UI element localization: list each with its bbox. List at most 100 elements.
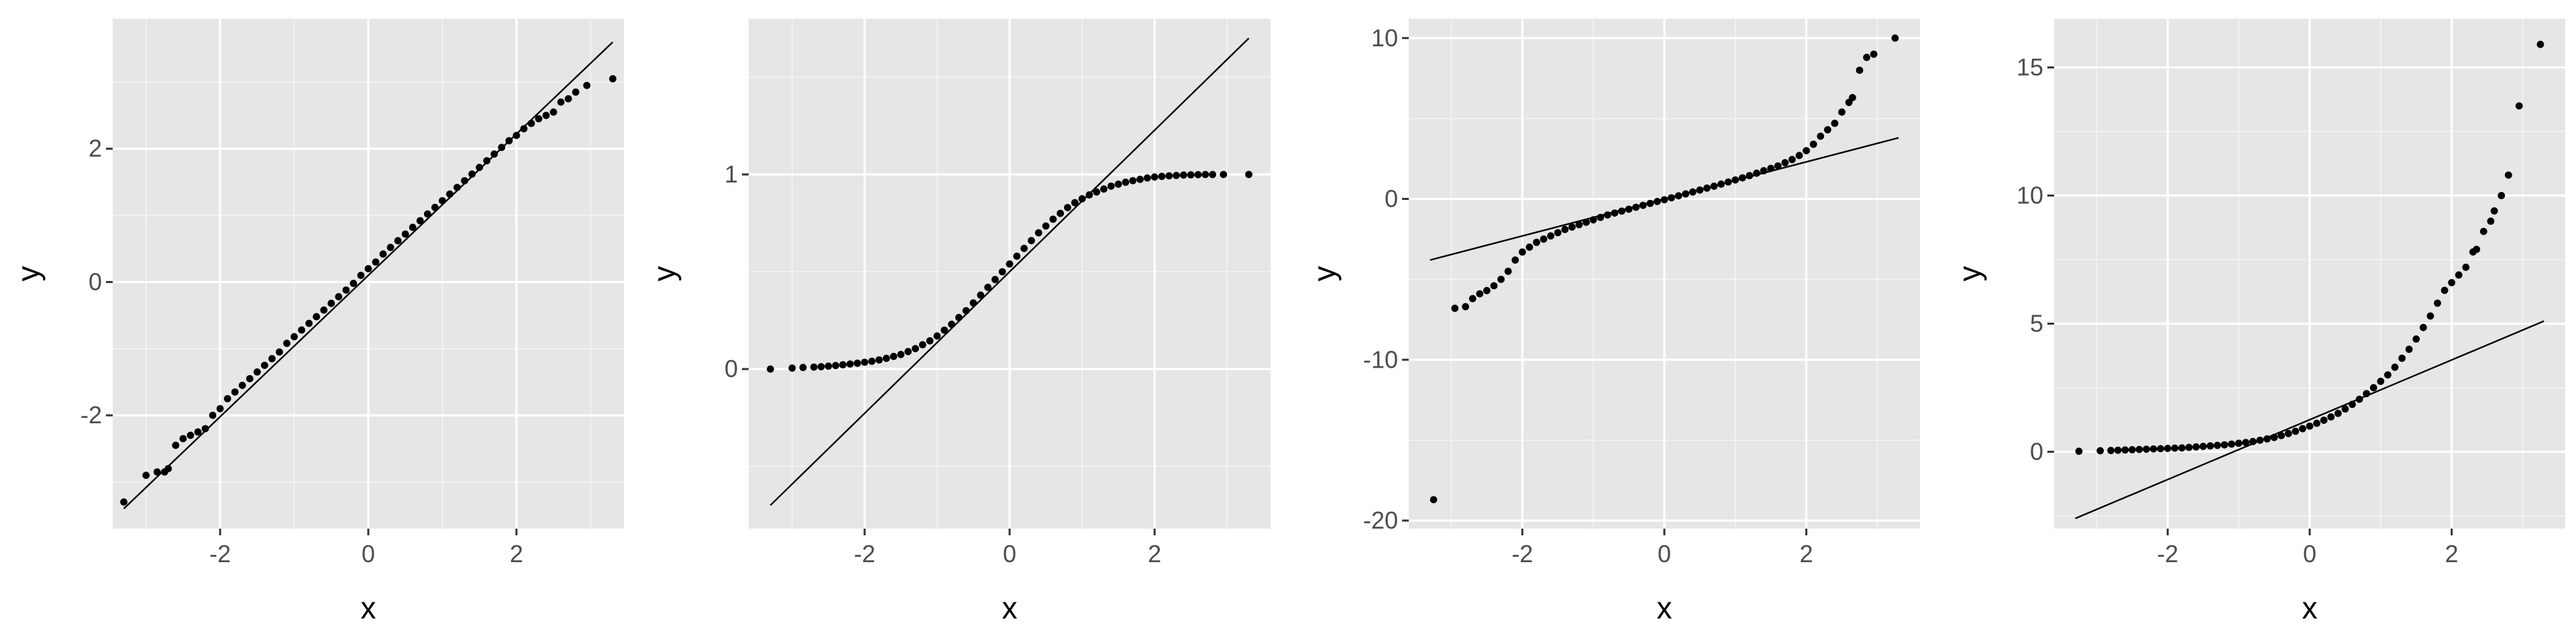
data-point [2355, 395, 2363, 403]
data-point [305, 319, 313, 327]
data-point [423, 210, 431, 218]
data-point [1462, 303, 1470, 311]
data-point [583, 81, 591, 89]
y-tick-label: 5 [2030, 309, 2043, 337]
x-tick-label: -2 [1511, 540, 1533, 568]
data-point [2349, 400, 2356, 409]
data-point [1817, 132, 1825, 140]
data-point [231, 388, 239, 396]
data-point [2242, 439, 2250, 447]
data-point [1042, 222, 1050, 230]
data-point [1838, 108, 1845, 116]
y-tick-label: 2 [89, 135, 102, 162]
data-point [401, 230, 409, 238]
data-point [1158, 172, 1166, 180]
data-point [1006, 260, 1014, 268]
y-tick-label: 0 [1385, 185, 1398, 213]
panel-3-points [1430, 34, 1899, 504]
data-point [788, 364, 796, 372]
data-point [542, 111, 550, 119]
data-point [2440, 286, 2449, 294]
data-point [379, 250, 387, 258]
data-point [1020, 244, 1028, 252]
data-point [1490, 282, 1498, 290]
data-point [1085, 191, 1093, 199]
data-point [2199, 443, 2207, 450]
data-point [926, 337, 934, 345]
data-point [1173, 172, 1180, 179]
data-point [120, 498, 127, 506]
data-point [2129, 445, 2136, 453]
data-point [1731, 176, 1739, 184]
data-point [1554, 229, 1562, 237]
data-point [984, 283, 991, 291]
data-point [2462, 264, 2470, 271]
data-point [1632, 203, 1640, 211]
data-point [2143, 445, 2150, 453]
data-point [2185, 443, 2193, 451]
data-point [1856, 66, 1864, 74]
data-point [557, 98, 565, 106]
data-point [1654, 197, 1661, 205]
data-point [461, 177, 468, 184]
data-point [2114, 446, 2122, 454]
data-point [2504, 171, 2512, 179]
data-point [1660, 196, 1668, 204]
data-point [1468, 294, 1477, 303]
data-point [2192, 443, 2200, 451]
data-point [2498, 192, 2506, 199]
data-point [2292, 427, 2300, 435]
y-tick-label: 10 [2017, 182, 2043, 209]
data-point [1603, 211, 1611, 219]
data-point [2107, 447, 2115, 454]
data-point [933, 332, 941, 340]
data-point [342, 286, 350, 294]
data-point [201, 425, 209, 433]
data-point [153, 468, 161, 476]
y-tick-label: 0 [89, 268, 102, 295]
data-point [991, 276, 999, 284]
panel-3-grid [1409, 19, 1920, 529]
data-point [2235, 439, 2243, 447]
data-point [1774, 162, 1782, 170]
data-point [357, 272, 365, 279]
y-tick-label: 1 [724, 160, 738, 188]
x-tick-label: -2 [854, 540, 875, 568]
data-point [409, 223, 417, 231]
data-point [799, 364, 807, 372]
data-point [1114, 180, 1122, 188]
data-point [1245, 170, 1252, 178]
data-point [1625, 205, 1633, 213]
data-point [372, 258, 380, 266]
data-point [1831, 119, 1839, 127]
data-point [1194, 170, 1202, 178]
data-point [1504, 268, 1512, 275]
data-point [276, 348, 283, 356]
y-tick-label: 15 [2017, 54, 2043, 81]
panel-1-x-axis-title: x [361, 590, 376, 625]
data-point [1525, 244, 1534, 251]
data-point [527, 119, 535, 127]
data-point [2426, 312, 2434, 320]
x-tick-label: 0 [2303, 540, 2316, 568]
data-point [394, 237, 402, 245]
data-point [1511, 256, 1519, 264]
data-point [832, 362, 840, 370]
data-point [1209, 170, 1216, 178]
data-point [520, 125, 528, 133]
data-point [868, 358, 876, 365]
y-tick-label: 0 [2030, 437, 2043, 465]
data-point [1451, 305, 1459, 312]
data-point [853, 360, 861, 367]
panel-4-grid [2054, 19, 2565, 529]
data-point [1179, 171, 1187, 179]
data-point [335, 292, 343, 301]
data-point [1518, 248, 1526, 256]
data-point [1497, 275, 1505, 283]
data-point [505, 137, 513, 145]
data-point [2075, 447, 2083, 455]
data-point [476, 164, 484, 171]
y-tick-label: -20 [1363, 506, 1398, 534]
panel-4: -2 0 2 0 5 10 15 x y [1952, 19, 2565, 625]
